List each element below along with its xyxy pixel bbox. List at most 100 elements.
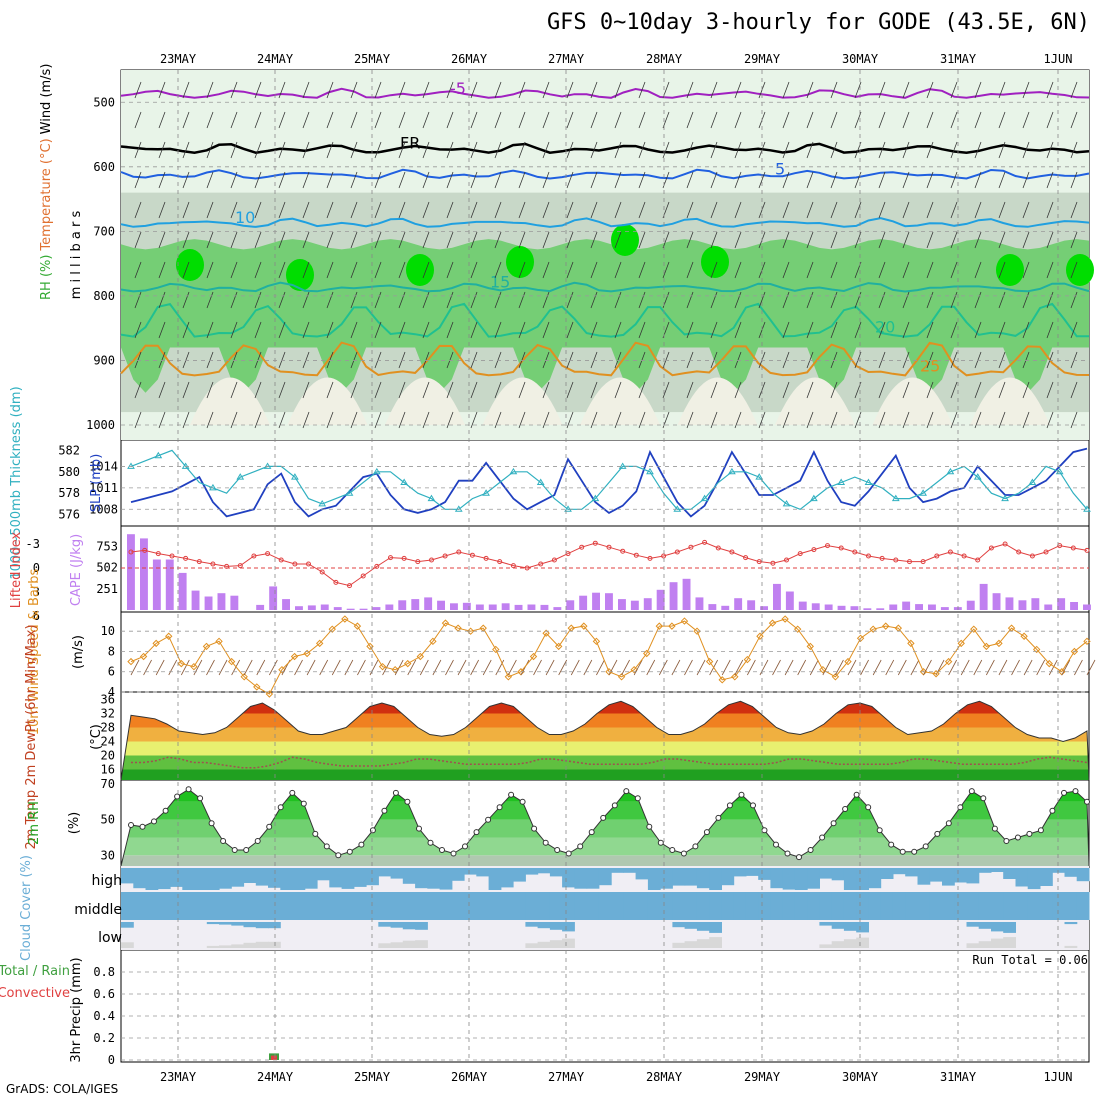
wind-barb <box>350 81 358 99</box>
wind-barb <box>518 231 526 249</box>
cape-bar <box>566 600 575 610</box>
cloud-bar-low <box>390 922 404 928</box>
cloud-bar-high <box>268 868 281 888</box>
wind-barb <box>470 81 478 99</box>
wind-barb <box>974 81 982 99</box>
cloud-bar-low-fill <box>525 943 539 948</box>
wind-barb <box>422 261 430 279</box>
cape-bar <box>437 600 445 610</box>
surface-wind-barb <box>923 659 932 676</box>
wind-barb <box>998 231 1006 249</box>
wind-barb <box>374 291 382 309</box>
wind-barb <box>254 141 262 159</box>
cloud-bar-middle <box>353 892 367 920</box>
wind-barb <box>974 381 982 399</box>
wind-point <box>756 632 764 640</box>
wind-barb <box>710 81 718 99</box>
lifted-tick: 6 <box>33 609 40 623</box>
surface-wind-barb <box>495 659 505 676</box>
wind-barb <box>638 291 646 309</box>
wind-barb <box>182 261 190 279</box>
cloud-bar-middle <box>537 892 551 920</box>
pressure-tick: 800 <box>93 289 115 303</box>
wind-barb <box>950 291 958 309</box>
top-date-tick: 28MAY <box>646 52 683 66</box>
cape-bar <box>1005 597 1014 610</box>
wind-barb <box>566 411 574 429</box>
cape-bar <box>514 604 523 610</box>
wind-barb <box>326 141 334 159</box>
wind-barb <box>206 291 214 309</box>
cloud-bar-middle <box>733 892 747 920</box>
wind-barb <box>806 381 814 399</box>
temperature-contour <box>120 87 1090 99</box>
wind-barb <box>182 201 190 219</box>
wind-barb <box>734 231 742 249</box>
cloud-bar-high <box>586 868 600 889</box>
credit-label: GrADS: COLA/IGES <box>6 1082 119 1096</box>
temp-band <box>121 741 1089 756</box>
surface-wind-barb <box>1074 659 1083 676</box>
wind-barb <box>686 261 694 279</box>
cloud-bar-middle <box>292 892 306 920</box>
cape-bar <box>359 608 368 610</box>
wind-barb <box>302 141 310 159</box>
wind-barb <box>1022 291 1030 309</box>
wind-barb <box>350 141 358 159</box>
wind-barb <box>566 261 574 279</box>
wind-barb <box>614 171 622 189</box>
rh-max-cell <box>176 249 204 281</box>
wind-barb <box>902 111 910 129</box>
cloud-bar-low <box>206 922 220 925</box>
cloud-bar-low <box>537 922 551 929</box>
wind-point <box>580 622 588 630</box>
cloud-bar-high <box>549 868 563 877</box>
wind-barb <box>590 201 598 219</box>
wind-barb <box>350 231 358 249</box>
cloud-bar-middle <box>451 892 465 920</box>
surface-wind-barb <box>155 659 165 676</box>
rh-point <box>1003 838 1010 844</box>
cloud-bar-high <box>219 868 232 889</box>
wind-barb <box>302 351 310 369</box>
surface-wind-barb <box>759 659 769 676</box>
cloud-bar-high <box>868 868 882 889</box>
cloud-bar-high <box>304 868 318 889</box>
wind-barb <box>782 291 790 309</box>
rh-point <box>208 820 215 827</box>
dry-dome <box>580 377 660 425</box>
upper-air-legend-entry: RH (%) <box>39 255 54 300</box>
cloud-level-label: low <box>98 930 122 946</box>
wind-barb <box>206 411 214 429</box>
wind-barb <box>878 111 886 129</box>
wind-barb <box>926 201 934 219</box>
rh-point <box>703 829 710 836</box>
temperature-contour-label: -5 <box>450 79 466 98</box>
wind-barb <box>422 411 430 429</box>
wind-barb <box>950 141 958 159</box>
wind-barb <box>446 381 454 399</box>
cloud-bar-middle <box>157 892 171 920</box>
cloud-bar-middle <box>696 892 710 920</box>
top-date-tick: 1JUN <box>1044 52 1073 66</box>
lifted-point <box>1043 549 1049 555</box>
wind-barb <box>590 381 598 399</box>
wind-barb <box>566 291 574 309</box>
rh-point <box>761 827 768 834</box>
wind-barb <box>590 141 598 159</box>
wind-barb <box>134 171 142 189</box>
wind-barb <box>878 321 886 339</box>
rh-max-cell <box>506 246 534 278</box>
cloud-bar-middle <box>942 892 955 920</box>
wind-barb <box>806 231 814 249</box>
rh-point <box>888 841 895 848</box>
wind-barb <box>254 81 262 99</box>
wind-barb <box>422 171 430 189</box>
wind-barb <box>950 81 958 99</box>
wind-barb <box>902 171 910 189</box>
cloud-bar-low-fill <box>268 941 281 948</box>
wind-barb <box>806 411 814 429</box>
dry-dome <box>970 377 1050 425</box>
wind-barb <box>230 141 238 159</box>
cloud-bar-high <box>243 868 257 883</box>
